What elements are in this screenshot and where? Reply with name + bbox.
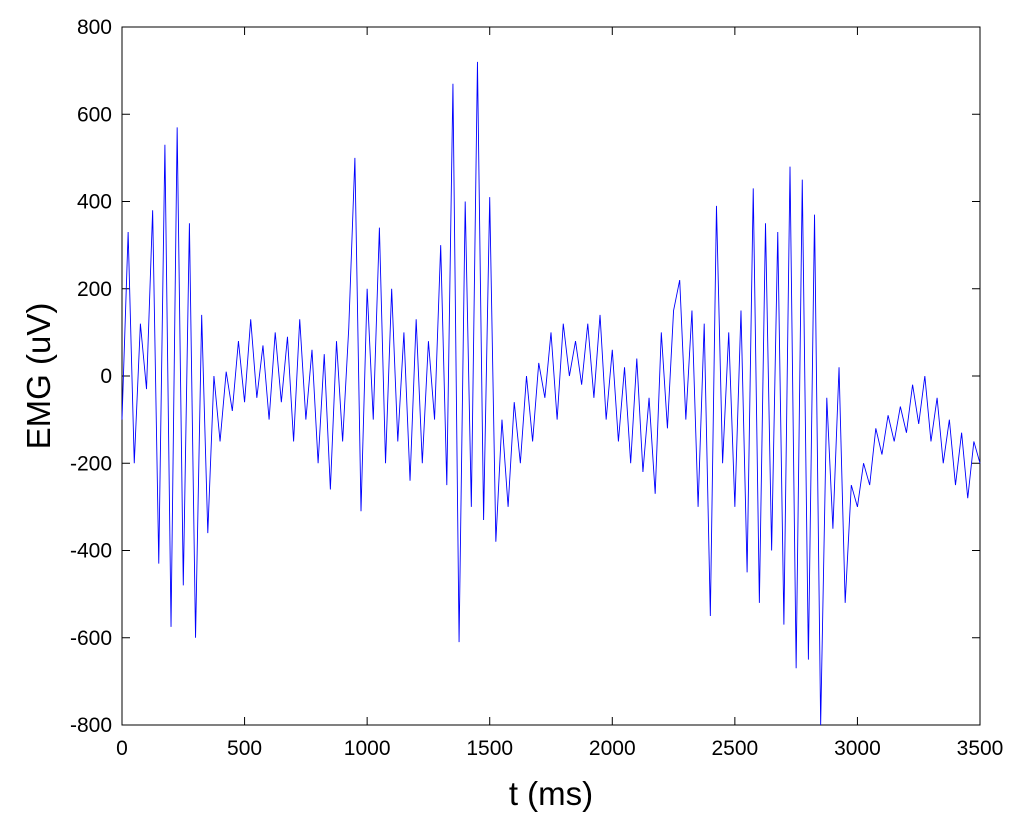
x-axis-label: t (ms) [509, 775, 593, 812]
x-tick-label: 2500 [711, 737, 758, 760]
y-tick-label: 400 [77, 191, 112, 214]
x-tick-label: 0 [116, 737, 128, 760]
plot-frame [121, 26, 981, 726]
x-tick-label: 3500 [957, 737, 1004, 760]
y-tick-label: 800 [77, 16, 112, 39]
y-tick-label: -600 [70, 627, 112, 650]
y-tick-label: -800 [70, 714, 112, 737]
signal-line [121, 61, 981, 726]
x-tick-label: 2000 [589, 737, 636, 760]
x-tick-label: 3000 [834, 737, 881, 760]
y-tick-label: 0 [100, 365, 112, 388]
y-tick-label: -200 [70, 452, 112, 475]
y-tick-label: 200 [77, 278, 112, 301]
y-tick-label: -400 [70, 540, 112, 563]
y-tick-label: 600 [77, 103, 112, 126]
x-tick-label: 1000 [344, 737, 391, 760]
y-axis-label: EMG (uV) [20, 303, 57, 450]
x-tick-label: 1500 [466, 737, 513, 760]
x-tick-label: 500 [227, 737, 262, 760]
